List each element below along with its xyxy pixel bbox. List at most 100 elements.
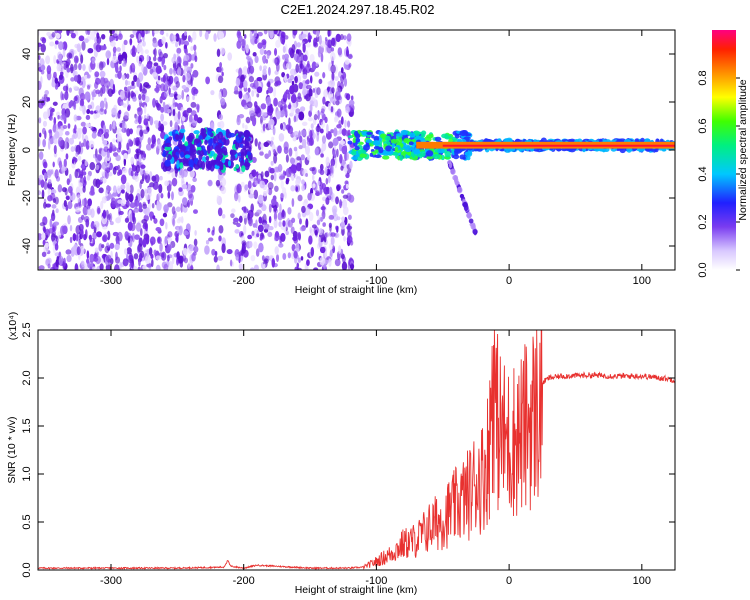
spectral-blob	[135, 222, 142, 232]
spectral-blob	[313, 114, 318, 121]
spectral-blob	[83, 197, 87, 208]
spectral-blob	[72, 128, 76, 134]
spectral-blob	[347, 140, 353, 145]
spectral-blob	[142, 40, 146, 47]
spectral-blob	[96, 32, 100, 39]
spectral-blob	[399, 154, 404, 161]
spectral-blob	[201, 128, 207, 134]
spectral-blob	[331, 205, 338, 214]
spectral-blob	[396, 133, 403, 137]
spectral-blob	[175, 206, 181, 212]
spectral-blob	[142, 223, 148, 230]
spectral-blob	[47, 263, 51, 269]
spectral-blob	[178, 255, 184, 264]
spectral-blob	[273, 149, 276, 154]
spectral-blob	[138, 154, 142, 163]
spectral-blob	[216, 48, 221, 58]
spectral-blob	[105, 189, 108, 198]
spectral-blob	[223, 150, 228, 156]
spectral-blob	[219, 62, 223, 68]
spectral-blob	[258, 216, 263, 224]
spectral-blob	[129, 202, 136, 209]
y-tick-label: 20	[21, 96, 33, 108]
spectral-blob	[267, 231, 273, 238]
spectral-blob	[220, 177, 227, 187]
spectral-blob	[261, 39, 267, 46]
spectral-blob	[78, 87, 84, 98]
spectral-blob	[248, 240, 253, 248]
spectral-blob	[294, 75, 298, 84]
spectral-blob	[240, 74, 245, 83]
spectral-blob	[302, 73, 308, 80]
spectral-blob	[385, 145, 393, 152]
spectral-blob	[267, 86, 274, 94]
spectral-blob	[243, 34, 247, 39]
spectral-blob	[62, 48, 66, 58]
spectral-blob	[257, 42, 263, 49]
spectral-blob	[163, 64, 167, 71]
spectral-blob	[378, 146, 384, 154]
spectral-blob	[217, 207, 223, 217]
spectral-blob	[161, 121, 168, 126]
spectral-blob	[335, 99, 340, 106]
spectral-blob	[291, 217, 296, 224]
spectral-blob	[299, 226, 306, 232]
spectral-blob	[256, 86, 263, 94]
spectral-blob	[332, 137, 339, 146]
spectral-blob	[163, 204, 169, 213]
spectral-blob	[123, 111, 130, 120]
spectral-blob	[43, 93, 48, 99]
spectral-blob	[117, 171, 121, 177]
spectral-blob	[101, 171, 105, 177]
spectral-blob	[245, 116, 251, 124]
spectral-blob	[290, 185, 296, 192]
spectral-blob	[457, 148, 464, 153]
spectral-blob	[92, 238, 96, 245]
spectral-blob	[322, 196, 327, 202]
spectral-blob	[166, 32, 169, 37]
spectral-blob	[171, 206, 176, 215]
spectral-blob	[307, 116, 313, 122]
spectral-blob	[348, 257, 354, 265]
spectral-blob	[498, 138, 502, 143]
spectral-blob	[292, 136, 297, 142]
spectral-blob	[340, 165, 344, 171]
spectral-blob	[340, 116, 344, 125]
spectral-blob	[291, 175, 295, 181]
x-tick-label: -200	[233, 575, 255, 587]
spectral-blob	[221, 71, 224, 77]
spectral-blob	[336, 226, 339, 233]
spectral-blob	[182, 110, 189, 118]
spectral-blob	[343, 236, 346, 242]
spectral-blob	[121, 74, 126, 81]
spectral-blob	[296, 232, 300, 237]
colorbar-gradient	[712, 30, 736, 270]
spectral-blob	[279, 122, 284, 130]
spectral-blob	[41, 189, 45, 199]
spectral-blob	[106, 58, 110, 66]
spectral-blob	[129, 184, 134, 194]
spectral-blob	[444, 151, 452, 158]
spectral-blob	[317, 180, 321, 186]
spectral-blob	[127, 138, 133, 147]
spectral-blob	[330, 106, 334, 113]
spectral-blob	[273, 153, 278, 164]
spectral-blob	[171, 177, 178, 187]
spectral-blob	[47, 140, 51, 150]
spectral-blob	[259, 65, 262, 71]
spectral-blob	[112, 166, 117, 175]
spectral-blob	[309, 103, 313, 113]
spectral-blob	[93, 220, 100, 228]
spectral-blob	[297, 194, 303, 202]
spectral-blob	[180, 216, 184, 224]
spectral-blob	[340, 220, 346, 230]
spectral-blob	[75, 127, 82, 132]
spectral-blob	[259, 48, 265, 56]
spectral-blob	[190, 62, 194, 69]
spectral-blob	[345, 49, 350, 57]
spectral-blob	[49, 266, 56, 270]
spectral-blob	[242, 93, 249, 101]
spectral-blob	[144, 255, 151, 265]
spectral-blob	[263, 49, 267, 55]
